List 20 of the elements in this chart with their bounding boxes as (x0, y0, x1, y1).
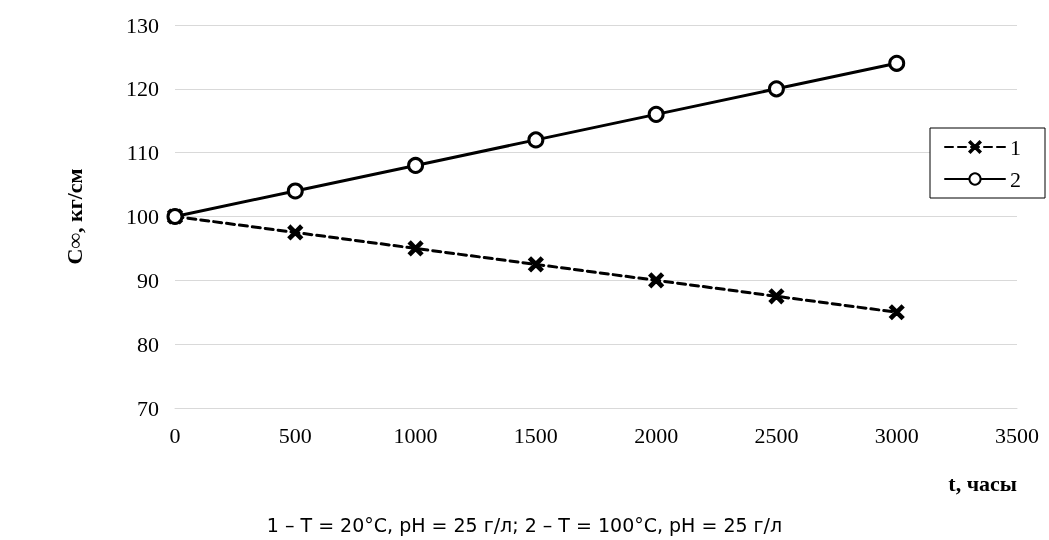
y-tick-label: 90 (137, 267, 159, 293)
y-axis-title: C∞, кг/см (61, 168, 87, 265)
x-tick-label: 1500 (513, 422, 558, 448)
text: 1 – T = 20°C, pH = 25 г/л; 2 – T = 100°C, pH = 25 г/л (266, 513, 783, 536)
y-tick-label: 80 (137, 331, 159, 357)
x-tick-label: 0 (169, 422, 181, 448)
y-tick-label: 70 (137, 395, 159, 421)
x-tick-label: 2000 (634, 422, 679, 448)
y-tick-label: 110 (126, 140, 159, 166)
y-tick-label: 130 (126, 12, 159, 38)
x-tick-label: 3500 (995, 422, 1039, 448)
legend-label: 1 (1010, 134, 1021, 160)
y-tick-label: 120 (126, 76, 159, 102)
legend-label: 2 (1010, 166, 1021, 192)
x-tick-label: 3000 (874, 422, 919, 448)
x-tick-label: 2500 (754, 422, 799, 448)
x-tick-label: 1000 (393, 422, 438, 448)
x-tick-label: 500 (278, 422, 312, 448)
y-tick-label: 100 (126, 204, 159, 229)
x-axis-title: t, часы (948, 470, 1017, 496)
